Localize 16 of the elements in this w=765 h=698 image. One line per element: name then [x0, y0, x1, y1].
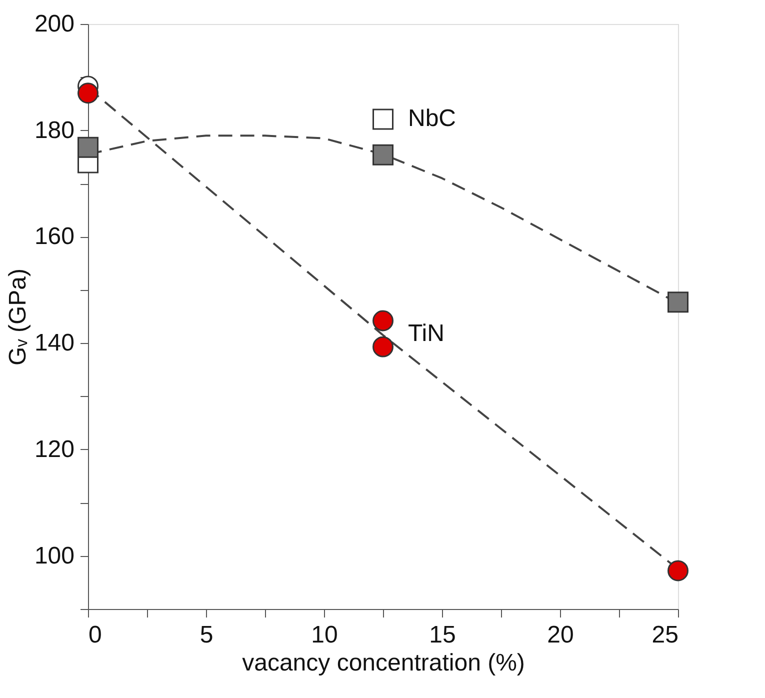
x-tick-label: 15 — [429, 622, 456, 648]
x-tick-label: 5 — [200, 622, 214, 648]
y-tick-label: 140 — [34, 330, 74, 357]
x-tick-label: 0 — [88, 622, 102, 648]
y-tick-label: 200 — [34, 10, 74, 38]
y-tick-label: 160 — [34, 223, 74, 250]
y-tick-label: 120 — [34, 436, 74, 463]
x-tick-label: 25 — [652, 622, 678, 648]
y-tick-label: 180 — [34, 116, 74, 144]
y-tick-label: 100 — [34, 542, 74, 570]
x-tick-label: 20 — [547, 622, 574, 648]
x-tick-label: 10 — [311, 622, 338, 648]
y-axis-title: Gᵥ (GPa) — [4, 268, 32, 366]
annotation: TiN — [408, 320, 444, 347]
x-axis-title: vacancy concentration (%) — [242, 650, 525, 676]
annotation: NbC — [408, 105, 456, 132]
